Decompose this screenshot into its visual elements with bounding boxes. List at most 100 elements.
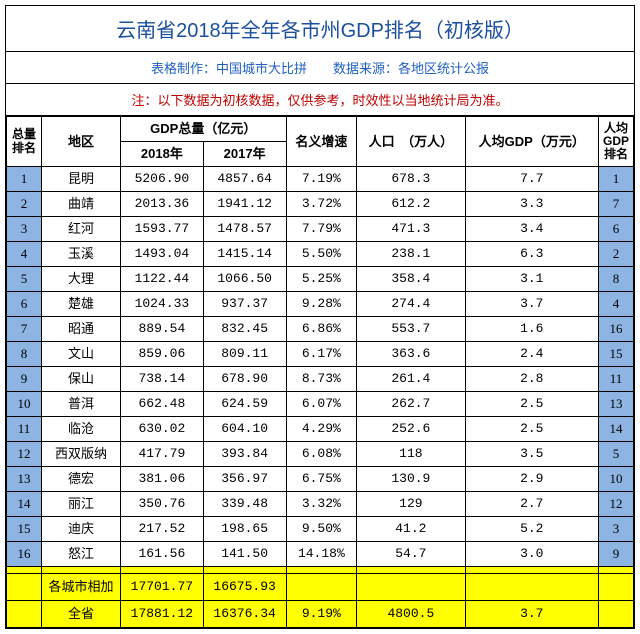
table-row: 9保山738.14678.908.73%261.42.811 [7, 367, 634, 392]
gdp-2017: 393.84 [203, 442, 286, 467]
growth-cell: 4.29% [286, 417, 357, 442]
rank-cell: 8 [7, 342, 42, 367]
rank-cell: 14 [7, 492, 42, 517]
percap-rank-cell: 10 [599, 467, 634, 492]
gdp-2017: 4857.64 [203, 167, 286, 192]
region-cell: 怒江 [42, 542, 121, 567]
table-row: 16怒江161.56141.5014.18%54.73.09 [7, 542, 634, 567]
table-row: 3红河1593.771478.577.79%471.33.46 [7, 217, 634, 242]
pop-cell: 252.6 [357, 417, 465, 442]
percap-cell: 3.7 [465, 292, 598, 317]
gdp-2017: 678.90 [203, 367, 286, 392]
note: 注：以下数据为初核数据，仅供参考，时效性以当地统计局为准。 [6, 84, 634, 116]
rank-cell: 10 [7, 392, 42, 417]
province-2018: 17881.12 [121, 601, 204, 628]
region-cell: 保山 [42, 367, 121, 392]
growth-cell: 6.17% [286, 342, 357, 367]
percap-rank-cell: 11 [599, 367, 634, 392]
col-percap-rank: 人均GDP排名 [599, 117, 634, 167]
percap-cell: 3.4 [465, 217, 598, 242]
gdp-2017: 198.65 [203, 517, 286, 542]
gdp-2018: 5206.90 [121, 167, 204, 192]
percap-rank-cell: 12 [599, 492, 634, 517]
region-cell: 丽江 [42, 492, 121, 517]
percap-rank-cell: 3 [599, 517, 634, 542]
region-cell: 西双版纳 [42, 442, 121, 467]
region-cell: 楚雄 [42, 292, 121, 317]
gdp-2018: 1593.77 [121, 217, 204, 242]
pop-cell: 129 [357, 492, 465, 517]
rank-cell: 3 [7, 217, 42, 242]
province-row: 全省17881.1216376.349.19%4800.53.7 [7, 601, 634, 628]
percap-rank-cell: 14 [599, 417, 634, 442]
pop-cell: 238.1 [357, 242, 465, 267]
rank-cell: 15 [7, 517, 42, 542]
gdp-2017: 356.97 [203, 467, 286, 492]
rank-cell: 16 [7, 542, 42, 567]
percap-cell: 2.5 [465, 417, 598, 442]
table-body: 1昆明5206.904857.647.19%678.37.712曲靖2013.3… [7, 167, 634, 628]
gdp-2018: 889.54 [121, 317, 204, 342]
percap-cell: 5.2 [465, 517, 598, 542]
growth-cell: 7.19% [286, 167, 357, 192]
percap-rank-cell: 4 [599, 292, 634, 317]
gdp-table-container: 云南省2018年全年各市州GDP排名（初核版） 表格制作：中国城市大比拼 数据来… [5, 5, 635, 629]
table-row: 11临沧630.02604.104.29%252.62.514 [7, 417, 634, 442]
col-region: 地区 [42, 117, 121, 167]
gdp-2017: 1941.12 [203, 192, 286, 217]
rank-cell: 6 [7, 292, 42, 317]
region-cell: 玉溪 [42, 242, 121, 267]
col-gdp-total: GDP总量（亿元） [121, 117, 287, 142]
table-row: 13德宏381.06356.976.75%130.92.910 [7, 467, 634, 492]
table-row: 14丽江350.76339.483.32%1292.712 [7, 492, 634, 517]
pop-cell: 118 [357, 442, 465, 467]
growth-cell: 3.72% [286, 192, 357, 217]
percap-cell: 2.9 [465, 467, 598, 492]
gdp-2017: 1478.57 [203, 217, 286, 242]
gdp-2018: 630.02 [121, 417, 204, 442]
table-row: 4玉溪1493.041415.145.50%238.16.32 [7, 242, 634, 267]
pop-cell: 363.6 [357, 342, 465, 367]
gdp-2018: 161.56 [121, 542, 204, 567]
pop-cell: 262.7 [357, 392, 465, 417]
growth-cell: 6.07% [286, 392, 357, 417]
percap-rank-cell: 6 [599, 217, 634, 242]
pop-cell: 261.4 [357, 367, 465, 392]
growth-cell: 8.73% [286, 367, 357, 392]
gdp-2017: 1415.14 [203, 242, 286, 267]
rank-cell: 5 [7, 267, 42, 292]
table-row: 2曲靖2013.361941.123.72%612.23.37 [7, 192, 634, 217]
percap-cell: 3.0 [465, 542, 598, 567]
col-percap: 人均GDP（万元） [465, 117, 598, 167]
percap-cell: 3.5 [465, 442, 598, 467]
percap-cell: 2.5 [465, 392, 598, 417]
rank-cell: 12 [7, 442, 42, 467]
province-growth: 9.19% [286, 601, 357, 628]
sum-2017: 16675.93 [203, 574, 286, 601]
gdp-2017: 604.10 [203, 417, 286, 442]
pop-cell: 678.3 [357, 167, 465, 192]
gdp-2018: 217.52 [121, 517, 204, 542]
growth-cell: 3.32% [286, 492, 357, 517]
growth-cell: 9.28% [286, 292, 357, 317]
pop-cell: 130.9 [357, 467, 465, 492]
region-cell: 临沧 [42, 417, 121, 442]
table-row: 8文山859.06809.116.17%363.62.415 [7, 342, 634, 367]
percap-cell: 3.3 [465, 192, 598, 217]
table-row: 1昆明5206.904857.647.19%678.37.71 [7, 167, 634, 192]
percap-rank-cell: 8 [599, 267, 634, 292]
pop-cell: 612.2 [357, 192, 465, 217]
region-cell: 红河 [42, 217, 121, 242]
gdp-2018: 738.14 [121, 367, 204, 392]
gdp-2018: 381.06 [121, 467, 204, 492]
percap-rank-cell: 16 [599, 317, 634, 342]
growth-cell: 6.08% [286, 442, 357, 467]
region-cell: 昭通 [42, 317, 121, 342]
province-label: 全省 [42, 601, 121, 628]
percap-cell: 6.3 [465, 242, 598, 267]
table-row: 10普洱662.48624.596.07%262.72.513 [7, 392, 634, 417]
growth-cell: 5.25% [286, 267, 357, 292]
sum-row: 各城市相加17701.7716675.93 [7, 574, 634, 601]
gdp-2017: 624.59 [203, 392, 286, 417]
page-title: 云南省2018年全年各市州GDP排名（初核版） [6, 6, 634, 52]
